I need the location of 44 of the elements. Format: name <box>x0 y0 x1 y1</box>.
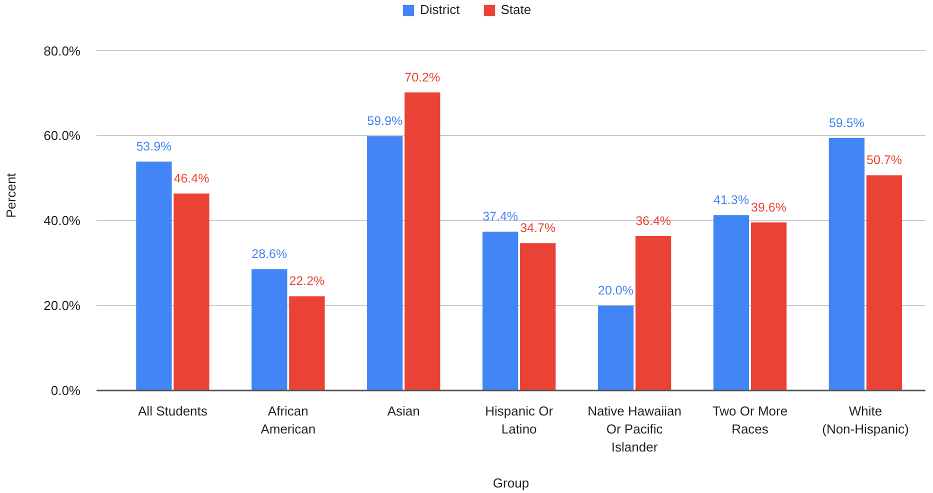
y-tick-label: 60.0% <box>44 128 81 144</box>
legend-label: District <box>420 2 460 17</box>
data-label: 39.6% <box>751 200 786 214</box>
data-label: 46.4% <box>174 171 210 186</box>
data-label: 36.4% <box>636 214 672 228</box>
data-label: 20.0% <box>598 284 634 298</box>
x-tick-label: African American <box>260 404 316 436</box>
data-label: 50.7% <box>866 153 902 168</box>
bar <box>367 136 403 390</box>
bar <box>866 175 902 390</box>
bar <box>598 306 634 390</box>
x-tick-label: Asian <box>387 404 420 418</box>
data-label: 59.9% <box>367 114 403 128</box>
y-axis-title: Percent <box>4 172 19 218</box>
legend-label: State <box>500 2 532 17</box>
y-tick-label: 0.0% <box>50 383 81 398</box>
bar <box>174 193 210 390</box>
bar <box>136 162 172 390</box>
bar <box>482 232 518 390</box>
bar <box>252 269 288 390</box>
y-tick-label: 80.0% <box>44 43 81 58</box>
data-label: 37.4% <box>482 210 518 224</box>
data-label: 59.5% <box>828 116 864 130</box>
bar <box>404 92 440 390</box>
x-tick-label: White (Non-Hispanic) <box>822 404 909 436</box>
bar <box>289 296 325 390</box>
data-label: 70.2% <box>404 70 440 84</box>
data-label: 53.9% <box>136 140 172 154</box>
y-tick-label: 20.0% <box>44 298 81 314</box>
data-label: 28.6% <box>252 247 288 262</box>
x-tick-label: Hispanic Or Latino <box>485 404 554 436</box>
y-tick-label: 40.0% <box>44 213 81 228</box>
x-tick-label: Two Or More Races <box>712 404 788 436</box>
data-label: 41.3% <box>714 193 749 208</box>
bar <box>520 243 556 390</box>
data-label: 34.7% <box>520 221 556 236</box>
x-tick-label: All Students <box>138 404 208 418</box>
bar <box>713 215 750 390</box>
bar <box>635 236 672 390</box>
x-tick-label: Native Hawaiian Or Pacific Islander <box>588 404 682 454</box>
bar <box>828 138 865 390</box>
data-label: 22.2% <box>289 274 325 288</box>
x-axis-title: Group <box>492 476 530 490</box>
bar <box>750 222 787 390</box>
